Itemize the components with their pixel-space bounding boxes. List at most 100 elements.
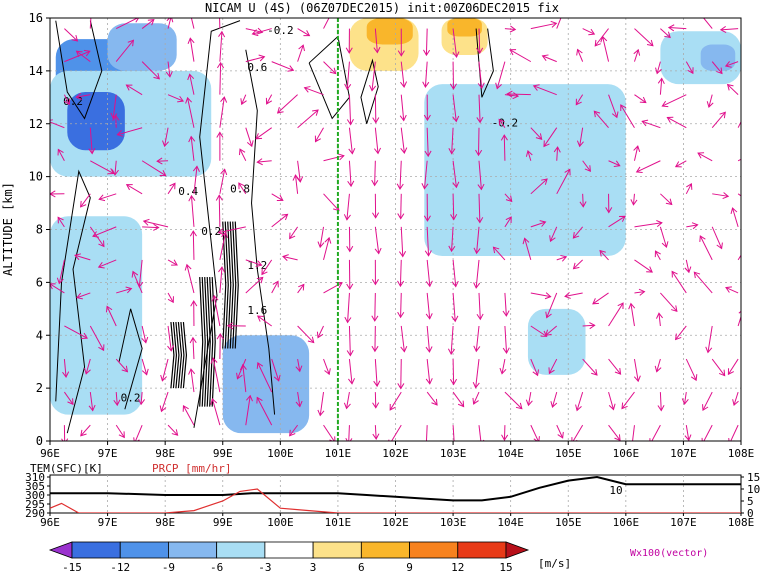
wind-vector-head (273, 374, 281, 382)
contour-bundle-line (170, 321, 175, 389)
temperature-tick-label: 310 (25, 471, 45, 484)
wind-vector-head (97, 261, 105, 269)
wind-vector (634, 291, 645, 294)
wind-vector-head (177, 95, 185, 103)
colorbar-label: -3 (258, 561, 271, 574)
x-tick-label: 106E (613, 447, 640, 460)
wind-vector (257, 362, 273, 393)
wind-vector-head (475, 149, 483, 157)
wind-vector (348, 358, 353, 384)
wind-vector (675, 325, 687, 340)
wind-vector-head (159, 405, 167, 413)
wind-vector-head (544, 292, 552, 300)
wind-vector-head (589, 322, 596, 330)
wind-vector (374, 292, 376, 321)
wind-vector-head (457, 400, 465, 408)
wind-vector-head (188, 368, 196, 375)
wind-vector-head (620, 104, 627, 111)
wind-vector (675, 160, 687, 168)
wind-vector-head (576, 48, 583, 56)
wind-vector-head (171, 259, 178, 266)
main-panel: 0.2-0.20.60.81.20.41.60.2-0.20.2 96E 97E 9… (1, 11, 754, 460)
wind-vector (504, 216, 512, 228)
wind-vector (277, 94, 298, 114)
contour-line (360, 58, 379, 124)
wind-vector-head (593, 110, 601, 118)
shaded-region (366, 18, 413, 45)
wind-vector (319, 226, 325, 248)
wind-vector-head (255, 260, 263, 267)
wind-vector (219, 96, 225, 128)
wind-vector (115, 18, 139, 30)
wind-vector-head (88, 147, 96, 155)
wind-vector-head (584, 165, 591, 172)
wind-vector (424, 61, 428, 88)
wind-vector-head (256, 396, 263, 404)
wind-vector-head (425, 280, 433, 288)
wind-vector (496, 61, 506, 89)
wind-vector (732, 207, 739, 227)
wind-vector (347, 292, 350, 323)
wind-vector-head (421, 183, 429, 190)
wind-vector-head (75, 50, 83, 58)
wind-vector-head (127, 39, 135, 47)
wind-vector-head (571, 437, 578, 441)
wind-vector (725, 287, 739, 294)
y-tick-label: 2 (36, 381, 43, 395)
wind-vector (452, 160, 457, 188)
wind-vector (289, 424, 299, 437)
wind-vector-head (255, 133, 263, 140)
wind-vector-head (167, 345, 175, 352)
wind-vector (193, 166, 198, 194)
wind-vector-head (389, 403, 396, 411)
wind-vector-head (344, 83, 352, 91)
wind-vector-head (216, 333, 224, 340)
colorbar-cell (168, 541, 218, 559)
wind-vector (212, 357, 221, 393)
colorbar-cell (360, 541, 410, 559)
wind-vector (450, 325, 454, 355)
wind-vector-head (448, 148, 456, 155)
x-tick-label: 105E (555, 447, 582, 460)
colorbar-label: 6 (358, 561, 365, 574)
wind-vector (167, 424, 178, 436)
colorbar-label: 15 (499, 561, 512, 574)
wind-vector-head (105, 305, 113, 313)
wind-vector-head (80, 200, 87, 208)
wind-vector-head (505, 216, 512, 224)
wind-vector-head (690, 374, 698, 382)
temperature-tick-label: 295 (25, 498, 45, 511)
wind-vector (63, 358, 67, 378)
wind-vector-head (718, 369, 726, 377)
wind-vector (219, 267, 223, 293)
wind-vector-head (141, 368, 149, 376)
wind-vector (219, 169, 226, 194)
wind-vector-head (740, 249, 741, 250)
wind-vector-head (282, 254, 289, 262)
wind-vector (530, 178, 548, 195)
wind-vector-head (423, 215, 431, 222)
wind-vector-head (136, 281, 144, 288)
wind-vector (374, 28, 378, 53)
contour-line (55, 169, 91, 434)
wind-vector-head (348, 147, 356, 155)
wind-vector (346, 392, 350, 409)
wind-vector-head (664, 31, 671, 39)
wind-vector (374, 226, 380, 254)
y-tick-label: 10 (29, 170, 43, 184)
wind-vector-head (373, 380, 381, 388)
wind-vector-head (187, 37, 195, 45)
surface-x-tick-label: 102E (382, 516, 409, 529)
wind-vector (548, 358, 558, 374)
surface-x-tick-label: 103E (440, 516, 467, 529)
wind-vector (167, 292, 174, 303)
wind-vector-head (472, 397, 479, 405)
wind-vector (634, 28, 654, 47)
wind-vector (608, 215, 626, 228)
wind-vector-head (397, 383, 405, 390)
surface-x-axis: 96E 97E 98E 99E 100E 101E 102E 103E 104E 105E 106E… (40, 513, 754, 529)
wind-vector-head (576, 140, 584, 148)
wind-vector-head (92, 231, 99, 238)
wind-vector-head (472, 381, 480, 389)
